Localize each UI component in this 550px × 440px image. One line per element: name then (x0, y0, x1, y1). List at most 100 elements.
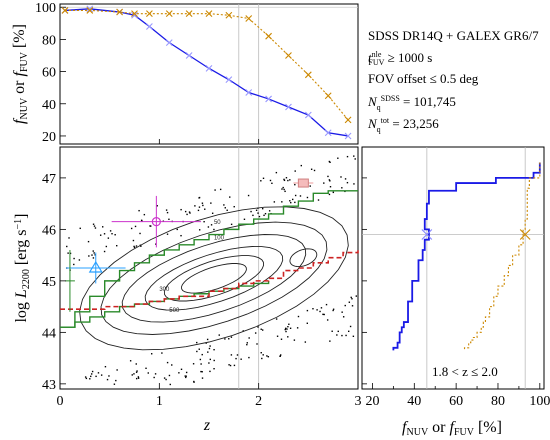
scatter-point (280, 354, 282, 356)
scatter-point (95, 375, 97, 378)
scatter-point (168, 218, 170, 220)
scatter-point (255, 209, 258, 211)
scatter-point (286, 328, 288, 330)
scatter-point (276, 335, 279, 337)
top-series (61, 5, 352, 140)
top-point-f_FUV (344, 116, 352, 124)
right-series-f_NUV (392, 162, 541, 351)
scatter-point (283, 179, 286, 182)
scatter-point (271, 182, 273, 185)
scatter-point (198, 206, 201, 208)
scatter-point (198, 196, 201, 199)
scatter-point (143, 213, 146, 216)
blue-triangle (88, 260, 103, 273)
scatter-point (161, 352, 163, 354)
scatter-point (309, 185, 311, 187)
scatter-point (328, 193, 331, 196)
contour-label: 100 (214, 236, 225, 242)
contour-label: 300 (159, 287, 170, 293)
scatter-point (332, 308, 335, 310)
scatter-point (261, 357, 263, 360)
scatter-point (196, 350, 198, 353)
scatter-point (94, 227, 97, 229)
scatter-point (178, 372, 180, 374)
scatter-point (322, 313, 324, 316)
scatter-point (208, 347, 211, 350)
scatter-point (196, 341, 198, 344)
scatter-point (188, 211, 191, 213)
right-xtick-label: 40 (407, 394, 421, 409)
scatter-point (350, 296, 352, 299)
scatter-point (317, 199, 320, 201)
top-point-f_FUV (205, 10, 213, 18)
scatter-point (79, 227, 81, 230)
top-point-f_NUV (324, 129, 332, 137)
scatter-point (201, 371, 203, 373)
scatter-point (294, 194, 297, 197)
scatter-point (289, 327, 292, 329)
top-ytick-label: 80 (42, 33, 56, 48)
scatter-point (275, 318, 278, 320)
scatter-point (269, 179, 272, 182)
top-ticks: 20 40 60 80 100 (35, 1, 359, 145)
scatter-point (211, 212, 214, 214)
scatter-point (169, 383, 171, 386)
scatter-point (294, 170, 296, 172)
scatter-point (207, 351, 209, 353)
scatter-point (273, 201, 276, 203)
scatter-point (189, 212, 191, 214)
scatter-point (285, 327, 287, 330)
scatter-point (78, 259, 81, 261)
main-ylabel: log L2200 [erg s−1] (13, 213, 32, 322)
scatter-point (204, 208, 206, 210)
right-xtick-label: 80 (491, 394, 505, 409)
scatter-point (248, 337, 250, 339)
top-point-f_FUV (61, 7, 69, 14)
red-dashed-step (60, 249, 359, 310)
annotation-line2: tnle FUV ≥ 1000 s (368, 50, 432, 67)
top-point-f_FUV (324, 92, 332, 100)
scatter-point (116, 244, 118, 247)
contour-3 (144, 246, 284, 311)
scatter-point (219, 188, 222, 191)
contour-1 (100, 221, 328, 335)
scatter-point (250, 210, 252, 213)
scatter-point (332, 191, 335, 194)
scatter-point (149, 225, 151, 227)
scatter-point (185, 371, 188, 374)
scatter-point (261, 329, 264, 331)
main-panel: 50 100 300 500 43 44 45 46 47 0 1 2 3 log L2200 [er… (13, 146, 362, 434)
scatter-point (296, 327, 299, 329)
main-scatter (66, 155, 358, 386)
scatter-point (328, 160, 331, 163)
main-ytick-label: 44 (42, 326, 56, 341)
right-series-f_FUV (463, 162, 541, 351)
main-grid (238, 147, 260, 389)
scatter-point (282, 186, 284, 189)
scatter-point (194, 205, 196, 207)
right-marker-nuv-x (421, 229, 433, 240)
scatter-point (113, 383, 116, 385)
scatter-point (329, 340, 331, 342)
scatter-point (347, 330, 350, 333)
scatter-point (354, 158, 356, 160)
scatter-point (285, 330, 287, 333)
scatter-point (73, 263, 75, 266)
scatter-point (108, 375, 110, 377)
scatter-point (288, 323, 290, 325)
main-points (64, 178, 314, 312)
right-xtick-label: 20 (365, 394, 379, 409)
scatter-point (254, 332, 257, 334)
scatter-point (213, 359, 215, 362)
scatter-point (133, 246, 136, 249)
scatter-point (230, 354, 233, 356)
scatter-point (260, 328, 262, 330)
scatter-point (111, 233, 113, 235)
annotation-line3: FOV offset ≤ 0.5 deg (368, 71, 479, 86)
scatter-point (236, 354, 239, 356)
scatter-point (349, 325, 352, 328)
scatter-point (165, 209, 168, 211)
top-point-f_NUV (205, 64, 213, 72)
scatter-point (203, 220, 205, 223)
